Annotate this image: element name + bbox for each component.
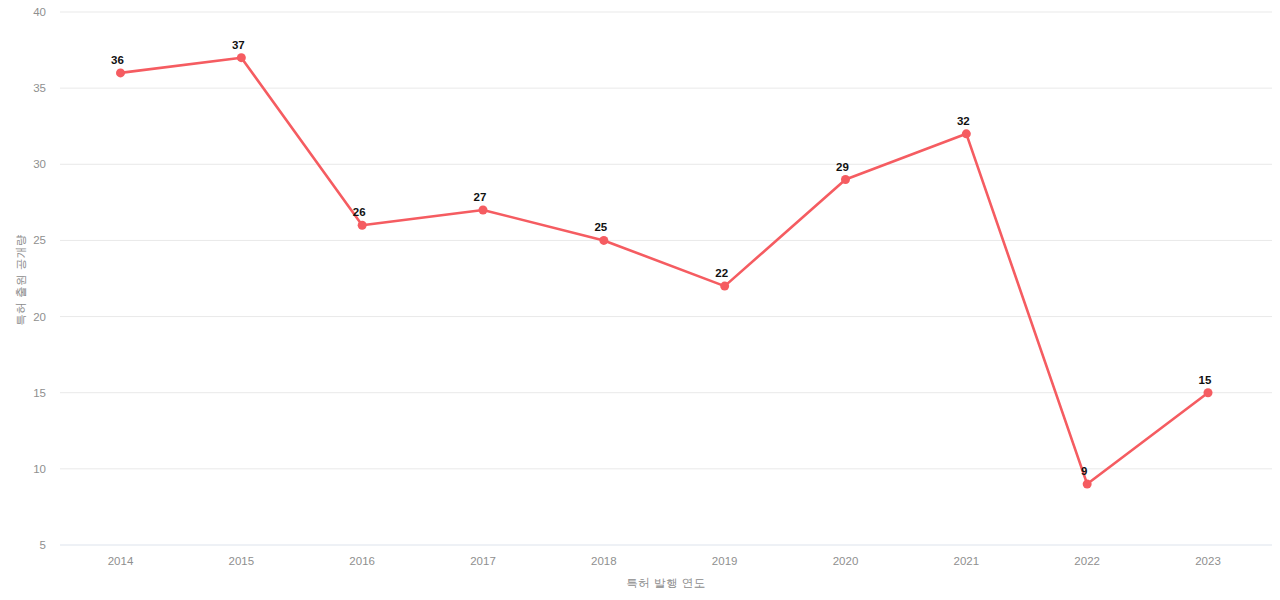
data-label: 27 [474, 191, 487, 203]
x-tick-label: 2014 [108, 555, 134, 567]
line-chart: 5 10 15 20 25 30 35 40 2014 2015 2016 2017 2018 2019 2… [0, 0, 1280, 600]
x-axis-title: 특허 발행 연도 [626, 576, 705, 591]
y-tick-label: 10 [33, 463, 46, 475]
x-tick-label: 2019 [712, 555, 738, 567]
y-tick-label: 20 [33, 311, 46, 323]
data-point[interactable] [358, 221, 367, 230]
data-point[interactable] [1204, 388, 1213, 397]
x-tick-label: 2017 [470, 555, 496, 567]
data-label: 26 [353, 206, 366, 218]
x-tick-label: 2015 [229, 555, 255, 567]
data-label: 22 [715, 267, 728, 279]
data-point[interactable] [479, 205, 488, 214]
series-line [121, 58, 1209, 484]
y-tick-label: 35 [33, 82, 46, 94]
data-label: 15 [1199, 374, 1212, 386]
data-label: 9 [1081, 465, 1087, 477]
data-label: 32 [957, 115, 970, 127]
data-point[interactable] [116, 68, 125, 77]
x-tick-label: 2018 [591, 555, 617, 567]
x-tick-label: 2016 [349, 555, 375, 567]
y-tick-label: 30 [33, 158, 46, 170]
data-point[interactable] [237, 53, 246, 62]
y-tick-label: 15 [33, 387, 46, 399]
data-label: 37 [232, 39, 245, 51]
y-tick-label: 5 [40, 539, 46, 551]
data-label: 36 [111, 54, 124, 66]
data-point[interactable] [1083, 480, 1092, 489]
x-tick-label: 2020 [833, 555, 859, 567]
data-point[interactable] [962, 129, 971, 138]
chart-canvas: 5 10 15 20 25 30 35 40 2014 2015 2016 2017 2018 2019 2… [0, 0, 1280, 600]
data-label: 25 [594, 221, 607, 233]
x-tick-label: 2021 [954, 555, 980, 567]
y-tick-label: 40 [33, 6, 46, 18]
data-label: 29 [836, 161, 849, 173]
data-point[interactable] [841, 175, 850, 184]
x-tick-label: 2022 [1074, 555, 1100, 567]
y-tick-label: 25 [33, 234, 46, 246]
data-point[interactable] [599, 236, 608, 245]
data-point[interactable] [720, 282, 729, 291]
y-axis-title: 특허 출원 공개량 [14, 234, 29, 325]
x-tick-label: 2023 [1195, 555, 1221, 567]
